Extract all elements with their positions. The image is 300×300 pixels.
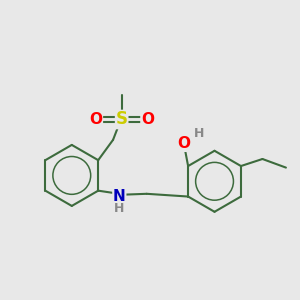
Text: O: O bbox=[141, 112, 154, 127]
Text: H: H bbox=[114, 202, 124, 215]
Text: H: H bbox=[194, 127, 204, 140]
Text: O: O bbox=[178, 136, 191, 151]
Text: S: S bbox=[116, 110, 128, 128]
Text: O: O bbox=[89, 112, 102, 127]
Text: N: N bbox=[113, 189, 126, 204]
